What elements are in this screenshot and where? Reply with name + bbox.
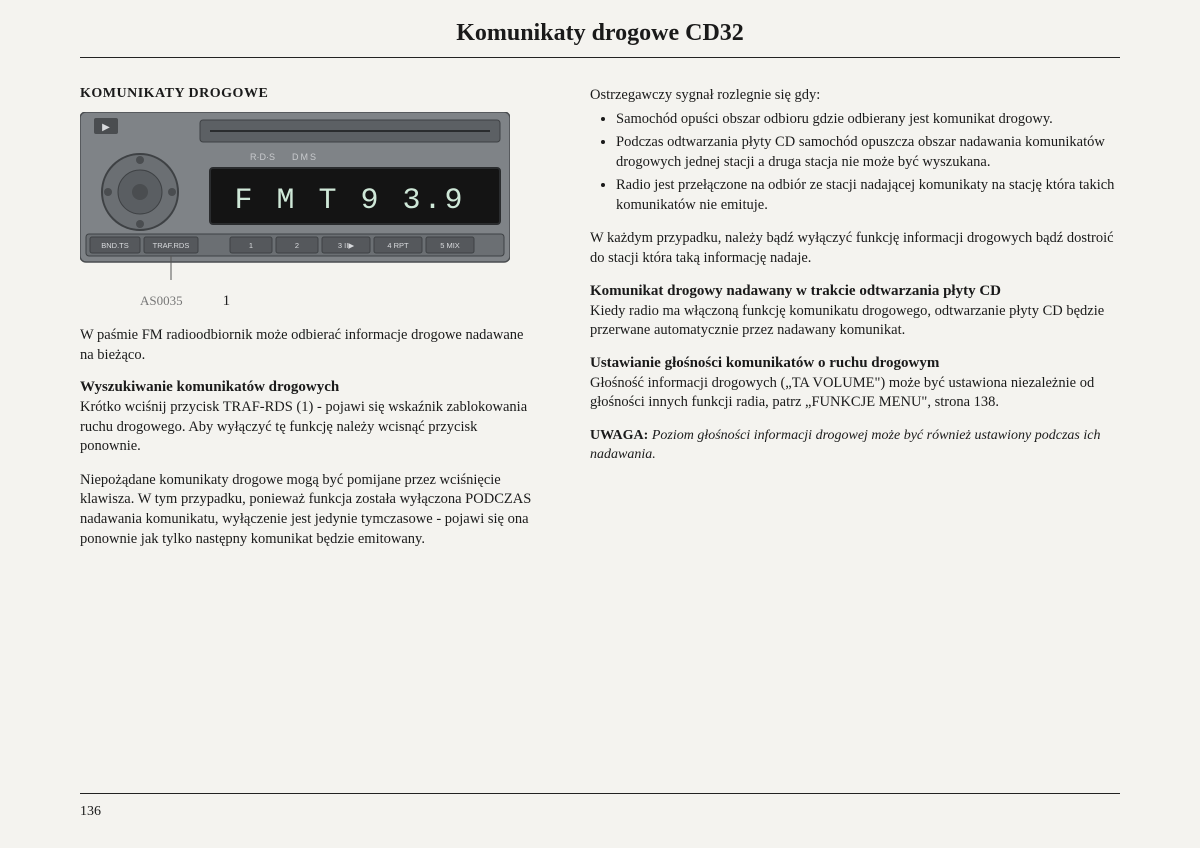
bullet-item: Podczas odtwarzania płyty CD samochód op… bbox=[616, 133, 1120, 172]
right-para-3: Kiedy radio ma włączoną funkcję komunika… bbox=[590, 302, 1120, 341]
btn-4: 4 RPT bbox=[387, 241, 409, 250]
figure-callout-num: 1 bbox=[223, 293, 231, 310]
body-columns: KOMUNIKATY DROGOWE ▶ bbox=[80, 86, 1120, 563]
radio-illustration: ▶ R·D·S DMS F M T 9 3.9 bbox=[80, 112, 540, 287]
section-heading: KOMUNIKATY DROGOWE bbox=[80, 86, 540, 102]
eject-icon: ▶ bbox=[102, 122, 110, 133]
page-number: 136 bbox=[80, 804, 101, 820]
figure-ref: AS0035 bbox=[140, 293, 183, 310]
right-para-1: Ostrzegawczy sygnał rozlegnie się gdy: bbox=[590, 86, 1120, 106]
bullet-item: Radio jest przełączone na odbiór ze stac… bbox=[616, 176, 1120, 215]
btn-traf: TRAF.RDS bbox=[153, 241, 190, 250]
btn-bnd: BND.TS bbox=[101, 241, 129, 250]
rds-label: R·D·S bbox=[250, 152, 275, 162]
bullet-item: Samochód opuści obszar odbioru gdzie odb… bbox=[616, 110, 1120, 130]
title-rule bbox=[80, 57, 1120, 58]
lcd-display: F M T 9 3.9 bbox=[234, 184, 465, 218]
page-title: Komunikaty drogowe CD32 bbox=[80, 20, 1120, 47]
left-para-2: Krótko wciśnij przycisk TRAF-RDS (1) - p… bbox=[80, 398, 540, 457]
right-column: Ostrzegawczy sygnał rozlegnie się gdy: S… bbox=[590, 86, 1120, 563]
left-column: KOMUNIKATY DROGOWE ▶ bbox=[80, 86, 540, 563]
bullet-list: Samochód opuści obszar odbioru gdzie odb… bbox=[616, 110, 1120, 216]
btn-5: 5 MIX bbox=[440, 241, 460, 250]
note-text: Poziom głośności informacji drogowej moż… bbox=[590, 428, 1100, 462]
btn-2: 2 bbox=[295, 241, 299, 250]
left-subhead-1: Wyszukiwanie komunikatów drogowych bbox=[80, 379, 540, 396]
right-para-4: Głośność informacji drogowych („TA VOLUM… bbox=[590, 374, 1120, 413]
left-para-1: W paśmie FM radioodbiornik może odbierać… bbox=[80, 326, 540, 365]
note-label: UWAGA: bbox=[590, 428, 648, 443]
left-para-3: Niepożądane komunikaty drogowe mogą być … bbox=[80, 471, 540, 549]
right-subhead-2: Ustawianie głośności komunikatów o ruchu… bbox=[590, 355, 1120, 372]
btn-1: 1 bbox=[249, 241, 253, 250]
note: UWAGA: Poziom głośności informacji drogo… bbox=[590, 427, 1120, 465]
right-subhead-1: Komunikat drogowy nadawany w trakcie odt… bbox=[590, 283, 1120, 300]
btn-3: 3 II▶ bbox=[338, 241, 355, 250]
right-para-2: W każdym przypadku, należy bądź wyłączyć… bbox=[590, 229, 1120, 268]
figure-caption: AS0035 1 bbox=[140, 293, 540, 310]
footer-rule bbox=[80, 793, 1120, 794]
dms-label: DMS bbox=[292, 152, 318, 162]
